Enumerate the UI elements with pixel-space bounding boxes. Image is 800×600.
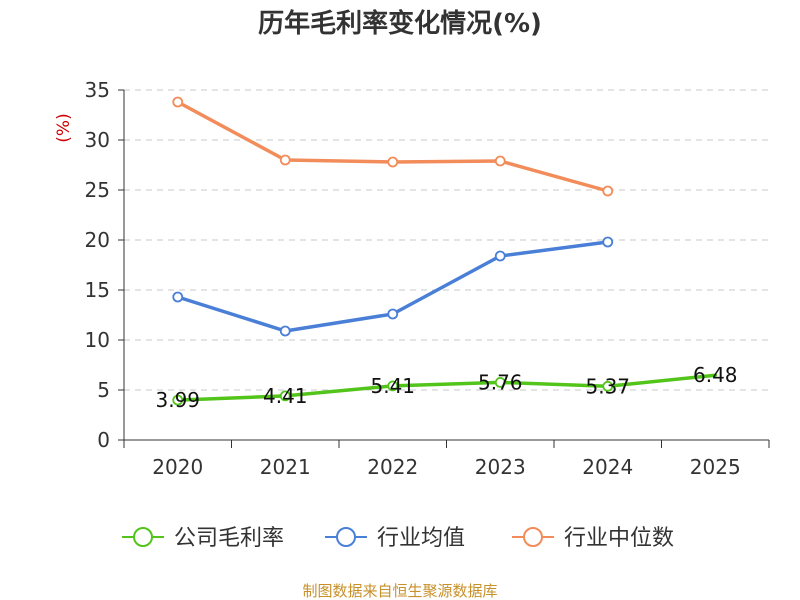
x-tick-label: 2020 [152,455,203,479]
y-tick-label: 35 [85,78,110,102]
legend-marker [133,527,153,547]
y-tick-label: 25 [85,178,110,202]
x-tick-label: 2024 [582,455,633,479]
data-label: 6.48 [693,363,738,387]
data-label: 3.99 [155,388,200,412]
legend-marker [523,527,543,547]
y-axis-label: (%) [54,113,74,142]
data-label: 5.37 [585,374,630,398]
legend-label: 行业均值 [377,526,465,551]
y-tick-label: 20 [85,228,110,252]
data-point[interactable] [279,325,291,337]
legend-marker [336,527,356,547]
y-tick-label: 10 [85,328,110,352]
legend-label: 行业中位数 [564,526,674,551]
legend-item-1[interactable]: 公司毛利率 [122,526,284,551]
data-point[interactable] [387,380,399,392]
data-point[interactable] [172,291,184,303]
x-tick-label: 2021 [260,455,311,479]
data-point[interactable] [279,154,291,166]
x-tick-label: 2025 [690,455,741,479]
data-point[interactable] [602,380,614,392]
data-point[interactable] [172,96,184,108]
legend-item-2[interactable]: 行业均值 [325,526,465,551]
source-note: 制图数据来自恒生聚源数据库 [302,582,497,600]
y-tick-label: 0 [97,428,110,452]
data-point[interactable] [494,376,506,388]
data-labels: 3.99 4.41 5.41 5.76 5.37 6.48 [155,363,737,412]
series-line-1 [176,373,717,402]
legend-item-3[interactable]: 行业中位数 [512,526,674,551]
grid-lines [124,89,769,391]
x-tick-label: 2023 [475,455,526,479]
legend-label: 公司毛利率 [174,526,284,551]
y-tick-label: 15 [85,278,110,302]
data-label: 5.76 [478,370,523,394]
data-point[interactable] [387,308,399,320]
data-point[interactable] [387,156,399,168]
series-lines [172,96,717,406]
legend: 公司毛利率 行业均值 行业中位数 [122,526,674,551]
data-point[interactable] [602,236,614,248]
data-point[interactable] [494,250,506,262]
data-label: 5.41 [370,374,415,398]
y-tick-label: 5 [97,378,110,402]
y-tick-label: 30 [85,128,110,152]
chart-title: 历年毛利率变化情况(%) [258,8,542,39]
data-point[interactable] [279,390,291,402]
data-point[interactable] [494,155,506,167]
series-line-3 [176,100,610,193]
data-point[interactable] [172,394,184,406]
data-label: 4.41 [263,384,308,408]
data-point[interactable] [602,185,614,197]
x-tick-label: 2022 [367,455,418,479]
